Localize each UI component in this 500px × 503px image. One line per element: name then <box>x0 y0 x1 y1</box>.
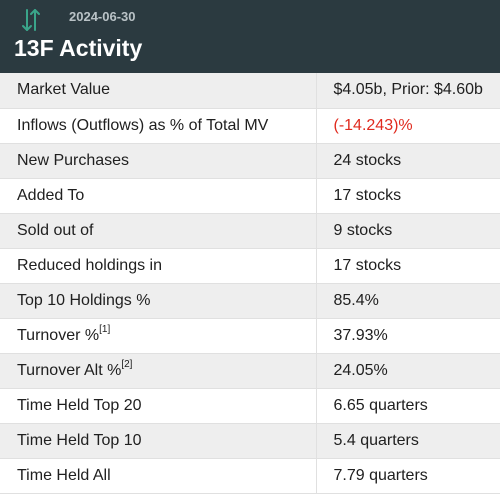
footnote-ref[interactable]: [2] <box>121 358 133 370</box>
row-label: Sold out of <box>0 213 317 249</box>
row-value: $4.05b, Prior: $4.60b <box>316 73 500 109</box>
table-row: Market Value $4.05b, Prior: $4.60b <box>0 73 500 109</box>
table-row: Inflows (Outflows) as % of Total MV (-14… <box>0 108 500 144</box>
table-row: Time Held All 7.79 quarters <box>0 458 500 494</box>
row-label: New Purchases <box>0 143 317 179</box>
row-label: Added To <box>0 178 317 214</box>
row-value: 17 stocks <box>316 248 500 284</box>
row-label: Turnover Alt %[2] <box>0 353 317 389</box>
row-value: 6.65 quarters <box>316 388 500 424</box>
report-date: 2024-06-30 <box>69 9 136 24</box>
row-label: Time Held Top 10 <box>0 423 317 459</box>
row-value: 24 stocks <box>316 143 500 179</box>
row-value: 85.4% <box>316 283 500 319</box>
row-value: 37.93% <box>316 318 500 354</box>
row-value: 7.79 quarters <box>316 458 500 494</box>
footnote-ref[interactable]: [1] <box>99 323 111 335</box>
table-row: Sold out of 9 stocks <box>0 213 500 249</box>
row-label: Reduced holdings in <box>0 248 317 284</box>
up-down-arrows-icon <box>20 7 42 33</box>
row-value: (-14.243)% <box>316 108 500 144</box>
row-value: 5.4 quarters <box>316 423 500 459</box>
row-label: Market Value <box>0 73 317 109</box>
header: 2024-06-30 13F Activity <box>0 0 500 73</box>
row-label: Top 10 Holdings % <box>0 283 317 319</box>
table-row: Turnover %[1] 37.93% <box>0 318 500 354</box>
table-row: Top 10 Holdings % 85.4% <box>0 283 500 319</box>
row-label: Time Held Top 20 <box>0 388 317 424</box>
row-label: Inflows (Outflows) as % of Total MV <box>0 108 317 144</box>
table-row: Turnover Alt %[2] 24.05% <box>0 353 500 389</box>
page-title: 13F Activity <box>14 35 143 61</box>
row-value: 17 stocks <box>316 178 500 214</box>
table-row: New Purchases 24 stocks <box>0 143 500 179</box>
table-row: Added To 17 stocks <box>0 178 500 214</box>
table-row: Time Held Top 20 6.65 quarters <box>0 388 500 424</box>
table-row: Time Held Top 10 5.4 quarters <box>0 423 500 459</box>
row-label: Time Held All <box>0 458 317 494</box>
row-value: 24.05% <box>316 353 500 389</box>
row-value: 9 stocks <box>316 213 500 249</box>
row-label: Turnover %[1] <box>0 318 317 354</box>
activity-table: Market Value $4.05b, Prior: $4.60b Inflo… <box>0 73 500 494</box>
table-row: Reduced holdings in 17 stocks <box>0 248 500 284</box>
